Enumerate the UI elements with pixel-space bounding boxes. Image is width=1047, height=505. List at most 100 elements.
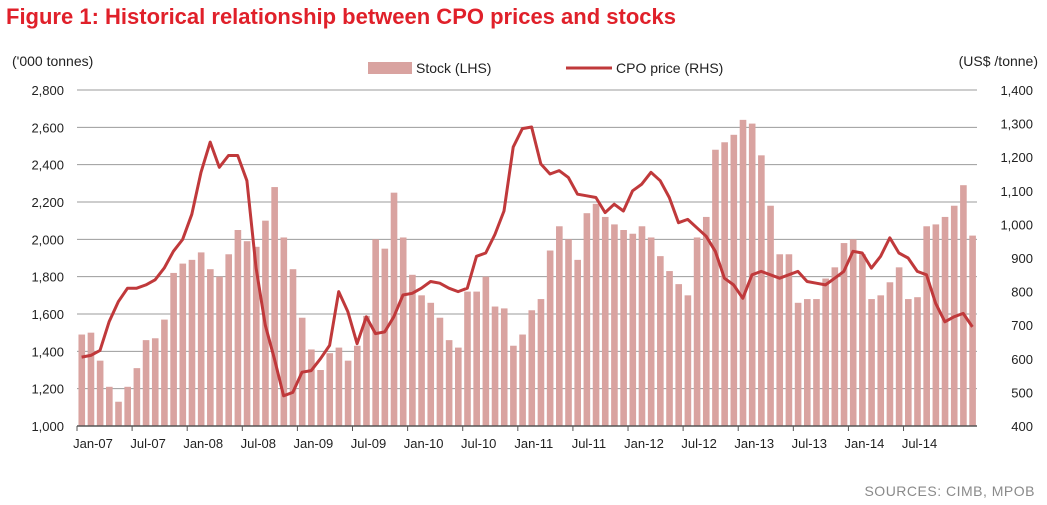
stock-bar (491, 306, 499, 426)
left-tick-label: 1,000 (31, 419, 64, 434)
stock-bar (785, 254, 793, 426)
source-note: SOURCES: CIMB, MPOB (864, 483, 1035, 499)
x-tick-label: Jul-10 (461, 436, 496, 451)
left-tick-label: 2,400 (31, 158, 64, 173)
x-tick-label: Jan-11 (514, 436, 553, 451)
stock-bar (464, 291, 471, 426)
stock-bar (895, 267, 903, 426)
stock-bar (647, 237, 655, 426)
stock-bar (344, 360, 352, 426)
stock-bar (234, 230, 242, 426)
stock-bar (161, 319, 168, 426)
legend: Stock (LHS) CPO price (RHS) (368, 60, 723, 76)
stock-bar (620, 230, 627, 426)
stock-bar (666, 271, 673, 426)
stock-bar (326, 353, 334, 426)
x-tick-label: Jul-08 (241, 436, 276, 451)
stock-bar (179, 263, 187, 426)
right-tick-label: 1,400 (1000, 83, 1033, 98)
chart-title: Figure 1: Historical relationship betwee… (6, 4, 676, 29)
stock-bar (712, 149, 719, 426)
stock-bar (868, 299, 875, 426)
stock-bar (124, 386, 131, 426)
stock-bar (133, 368, 141, 426)
left-tick-label: 1,600 (31, 307, 64, 322)
stock-bar (693, 237, 701, 426)
stock-bar (730, 134, 738, 427)
stock-bar (243, 241, 251, 426)
stock-bar (537, 299, 545, 426)
stock-bar (197, 252, 205, 426)
stock-bar (702, 216, 710, 426)
stock-bar (528, 310, 536, 426)
stock-bar (280, 237, 288, 426)
stock-bar (353, 345, 361, 426)
right-tick-label: 1,300 (1000, 117, 1033, 132)
cpo-price-line (81, 125, 974, 398)
stock-bar (188, 259, 196, 426)
stock-bar (813, 299, 820, 426)
stock-bar (252, 246, 260, 426)
stock-bar (510, 345, 517, 426)
stock-bar (436, 317, 444, 426)
x-tick-label: Jul-13 (792, 436, 827, 451)
stock-bar (289, 269, 297, 426)
x-tick-label: Jan-14 (845, 436, 885, 451)
stock-bar (381, 248, 389, 426)
stock-bar (565, 239, 572, 426)
price-line-layer (81, 125, 974, 398)
x-tick-label: Jan-08 (183, 436, 223, 451)
stock-bar (500, 308, 508, 426)
left-tick-label: 2,200 (31, 195, 64, 210)
x-tick-label: Jan-10 (404, 436, 444, 451)
x-tick-label: Jul-11 (572, 436, 606, 451)
stock-bar (849, 239, 857, 426)
stock-bar (638, 226, 646, 426)
stock-bar (482, 276, 490, 426)
left-tick-label: 1,400 (31, 344, 64, 359)
stock-bar (932, 224, 940, 426)
stock-bar (308, 349, 315, 426)
x-tick-label: Jan-07 (73, 436, 113, 451)
stock-bar (758, 155, 765, 427)
stock-bar (473, 291, 480, 426)
stock-bar (794, 302, 802, 426)
stock-bar (151, 338, 159, 426)
stock-bar (418, 295, 425, 426)
stock-bar (767, 205, 774, 426)
stock-bar (923, 226, 930, 426)
right-tick-label: 900 (1011, 251, 1033, 266)
right-tick-label: 700 (1011, 318, 1033, 333)
stock-bar (519, 334, 526, 426)
stock-bar (601, 216, 609, 426)
stock-bar (546, 250, 554, 426)
stock-bar (657, 256, 664, 426)
stock-bar (390, 192, 398, 426)
x-tick-label: Jan-09 (294, 436, 334, 451)
stock-bar (859, 254, 866, 426)
right-tick-label: 1,200 (1000, 150, 1033, 165)
legend-label-stock: Stock (LHS) (416, 60, 491, 76)
stock-bar (271, 187, 278, 426)
left-tick-label: 2,600 (31, 120, 64, 135)
stock-bar (115, 401, 122, 426)
left-tick-label: 1,200 (31, 382, 64, 397)
stock-bar (840, 243, 848, 426)
stock-bar (675, 284, 683, 426)
stock-bar (803, 299, 811, 426)
stock-bar (960, 185, 967, 426)
right-tick-label: 800 (1011, 285, 1033, 300)
stock-bar (877, 295, 885, 426)
stock-bar (78, 334, 86, 426)
stock-bar (445, 340, 453, 426)
x-tick-label: Jul-12 (681, 436, 716, 451)
stock-bar (574, 259, 581, 426)
stock-bar (831, 267, 839, 426)
stock-bar (914, 297, 921, 426)
stock-bar (822, 278, 829, 426)
stock-bar (142, 340, 150, 426)
stock-bar (721, 142, 728, 426)
right-tick-label: 500 (1011, 385, 1033, 400)
right-tick-label: 1,100 (1000, 184, 1033, 199)
